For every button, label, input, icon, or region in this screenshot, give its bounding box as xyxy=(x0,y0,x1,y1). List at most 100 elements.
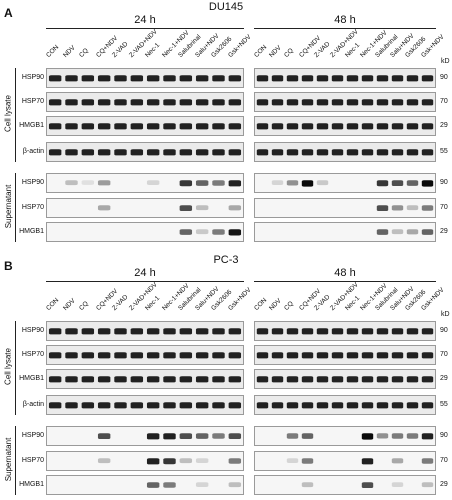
blot-strip xyxy=(254,142,436,162)
band xyxy=(65,376,78,383)
band xyxy=(163,482,176,488)
band xyxy=(97,75,111,82)
band xyxy=(228,376,242,383)
blot-strip xyxy=(46,321,244,341)
lane-label: CON xyxy=(252,43,269,59)
band xyxy=(286,75,299,82)
blot-strip xyxy=(46,475,244,495)
band xyxy=(130,123,144,130)
band xyxy=(81,328,95,335)
band xyxy=(376,402,389,409)
band xyxy=(228,75,242,82)
band xyxy=(316,123,329,130)
panel-letter: B xyxy=(4,259,13,273)
band xyxy=(406,402,419,409)
band xyxy=(163,149,176,156)
band xyxy=(195,229,209,235)
band xyxy=(421,75,434,82)
band xyxy=(65,180,78,186)
band xyxy=(361,402,374,409)
band xyxy=(114,352,127,359)
blot-strip xyxy=(254,345,436,365)
band xyxy=(376,180,389,187)
band-strip xyxy=(97,433,242,440)
band xyxy=(361,328,374,335)
band xyxy=(195,352,209,359)
band xyxy=(195,149,209,156)
band xyxy=(391,433,404,439)
protein-label: HSP70 xyxy=(21,98,44,105)
protein-label: HMGB1 xyxy=(19,122,44,129)
band xyxy=(406,433,419,439)
band xyxy=(146,149,160,156)
band xyxy=(212,180,225,186)
band xyxy=(146,402,160,409)
band xyxy=(48,328,62,335)
cell-line-title: PC-3 xyxy=(213,254,239,266)
kd-marker: 29 xyxy=(440,375,448,382)
band-strip xyxy=(256,123,434,130)
blot-strip xyxy=(46,426,244,446)
blot-strip xyxy=(46,198,244,218)
band xyxy=(391,123,404,130)
band xyxy=(65,328,78,335)
side-label-supernatant: Supernatant xyxy=(3,184,13,228)
band xyxy=(130,376,144,383)
band xyxy=(81,123,95,130)
blot-strip xyxy=(46,173,244,193)
band xyxy=(391,75,404,82)
band xyxy=(421,402,434,409)
band xyxy=(391,482,404,487)
band xyxy=(301,180,314,187)
band xyxy=(271,180,284,185)
time-underline xyxy=(254,281,436,282)
band xyxy=(286,402,299,409)
band xyxy=(97,180,111,186)
band xyxy=(406,229,419,235)
band xyxy=(271,75,284,82)
band xyxy=(376,75,389,82)
band xyxy=(179,99,193,106)
band xyxy=(146,482,160,488)
band xyxy=(212,75,225,82)
band xyxy=(286,123,299,130)
lane-label: NDV xyxy=(268,44,283,59)
band-strip xyxy=(48,352,242,359)
band xyxy=(97,328,111,335)
band xyxy=(406,123,419,130)
band xyxy=(301,376,314,383)
band xyxy=(286,376,299,383)
band xyxy=(361,99,374,106)
blot-strip xyxy=(254,173,436,193)
blot-strip xyxy=(46,142,244,162)
band xyxy=(316,75,329,82)
time-label-24h: 24 h xyxy=(134,14,156,26)
band xyxy=(361,458,374,465)
band xyxy=(421,180,434,187)
band xyxy=(346,75,359,82)
band xyxy=(286,352,299,359)
band xyxy=(212,149,225,156)
blot-strip xyxy=(254,92,436,112)
band xyxy=(179,123,193,130)
blot-strip xyxy=(46,68,244,88)
band xyxy=(163,402,176,409)
band xyxy=(376,99,389,106)
band xyxy=(81,149,95,156)
band xyxy=(179,433,193,440)
band xyxy=(130,328,144,335)
kd-marker: 90 xyxy=(440,74,448,81)
band xyxy=(376,205,389,212)
band xyxy=(256,402,269,409)
band xyxy=(271,352,284,359)
band xyxy=(195,402,209,409)
band xyxy=(406,376,419,383)
band xyxy=(271,328,284,335)
band xyxy=(256,328,269,335)
band-strip xyxy=(65,180,242,187)
blot-strip xyxy=(46,369,244,389)
band xyxy=(48,149,62,156)
band-strip xyxy=(256,328,434,335)
band xyxy=(97,458,111,464)
band xyxy=(212,123,225,130)
